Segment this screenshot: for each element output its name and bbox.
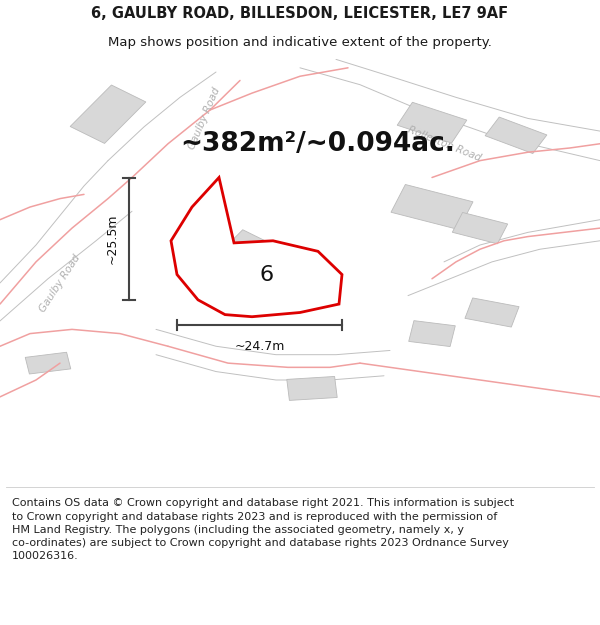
Bar	[70, 85, 146, 143]
Text: Gaulby Road: Gaulby Road	[38, 253, 82, 314]
Bar	[452, 213, 508, 244]
Bar	[409, 321, 455, 346]
Bar	[465, 298, 519, 327]
Text: Map shows position and indicative extent of the property.: Map shows position and indicative extent…	[108, 36, 492, 49]
Text: ~382m²/~0.094ac.: ~382m²/~0.094ac.	[180, 131, 455, 157]
Text: 6: 6	[260, 264, 274, 284]
Bar	[397, 102, 467, 143]
Text: 6, GAULBY ROAD, BILLESDON, LEICESTER, LE7 9AF: 6, GAULBY ROAD, BILLESDON, LEICESTER, LE…	[91, 6, 509, 21]
Text: Rolleston Road: Rolleston Road	[406, 124, 482, 163]
Bar	[25, 352, 71, 374]
Text: ~24.7m: ~24.7m	[235, 340, 284, 352]
Bar	[287, 376, 337, 401]
Text: Gaulby Road: Gaulby Road	[187, 86, 221, 151]
Polygon shape	[171, 177, 342, 317]
Text: ~25.5m: ~25.5m	[105, 213, 118, 264]
Bar	[198, 230, 282, 294]
Text: Contains OS data © Crown copyright and database right 2021. This information is : Contains OS data © Crown copyright and d…	[12, 499, 514, 561]
Bar	[485, 117, 547, 154]
Bar	[391, 184, 473, 229]
